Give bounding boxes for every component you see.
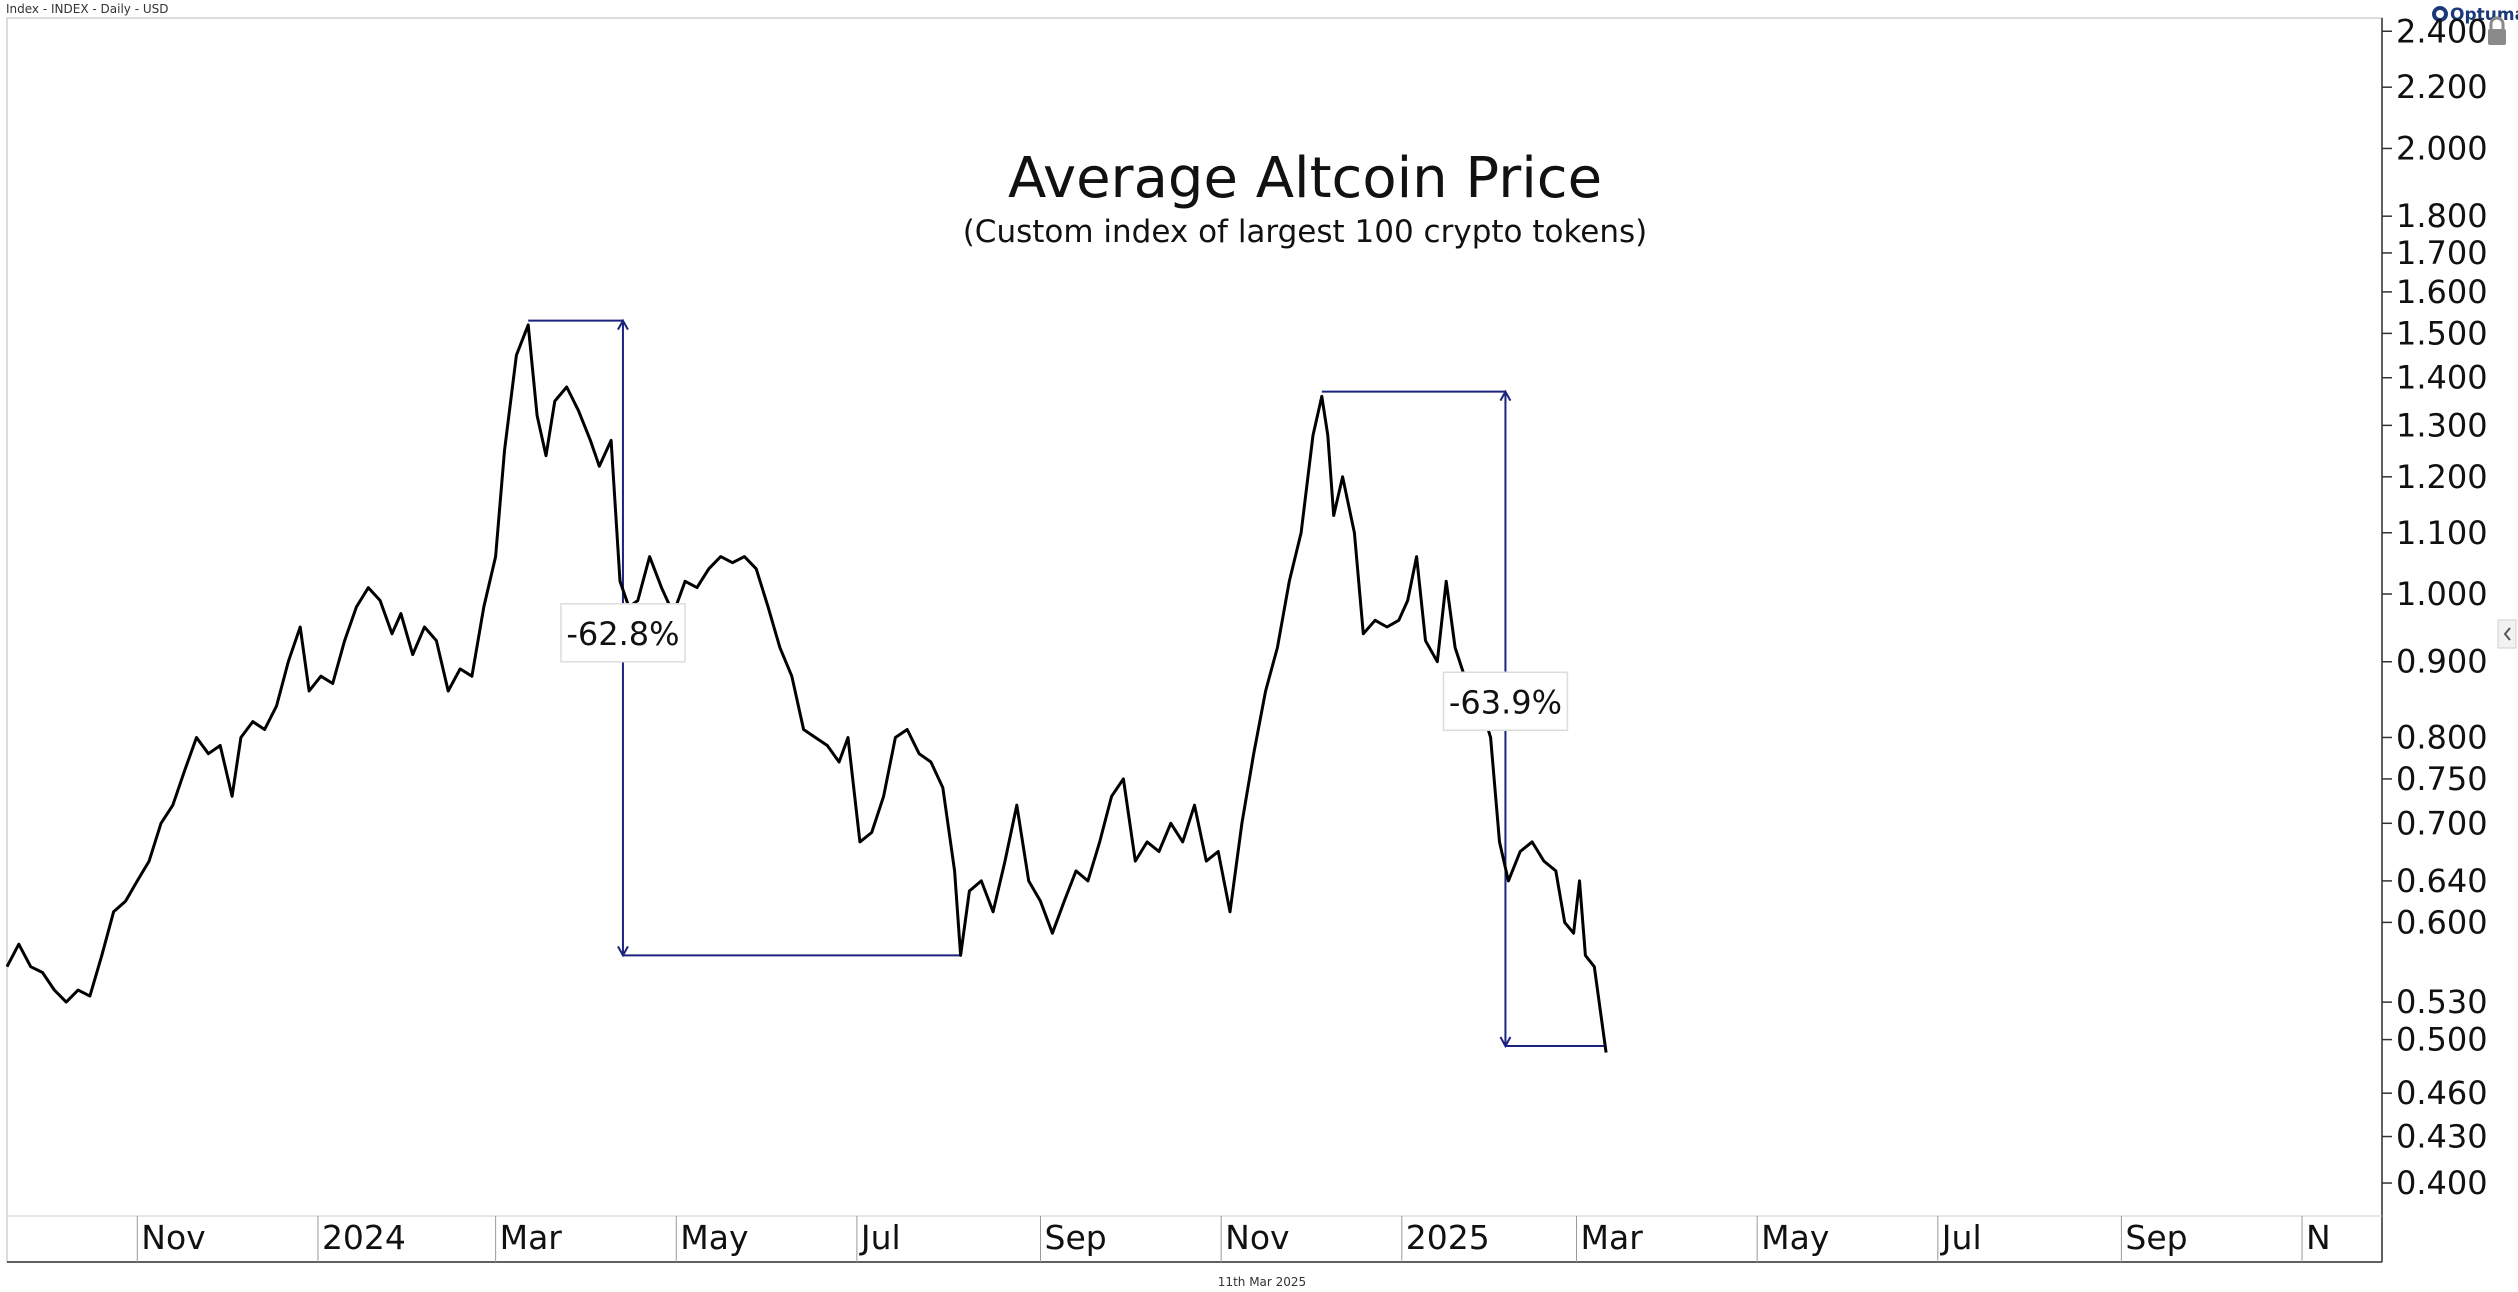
x-axis-ticks: Nov 2024 Mar May Jul Sep Nov 2025 Mar May Jul Sep N — [136, 1216, 2331, 1262]
y-tick-label: 2.400 — [2396, 12, 2488, 50]
drawdown-labels: -62.8% -63.9% — [560, 603, 1569, 732]
x-tick-label: Sep — [2125, 1218, 2187, 1257]
arrow-down-icon — [617, 945, 629, 958]
y-tick-label: 0.530 — [2396, 983, 2488, 1021]
header-info: Index - INDEX - Daily - USD — [6, 2, 168, 16]
x-tick-label: Jul — [859, 1218, 901, 1257]
y-tick-label: 1.200 — [2396, 458, 2488, 496]
y-tick-label: 1.400 — [2396, 359, 2488, 397]
drawdown-label: -62.8% — [566, 615, 679, 653]
y-tick-label: 2.000 — [2396, 129, 2488, 167]
y-tick-label: 0.750 — [2396, 760, 2488, 798]
x-tick-label: Mar — [500, 1218, 563, 1257]
arrow-up-icon — [617, 318, 629, 331]
y-tick-label: 1.800 — [2396, 197, 2488, 235]
collapse-panel-box — [2497, 619, 2517, 649]
drawdown-label-box — [560, 603, 686, 663]
y-tick-label: 1.100 — [2396, 514, 2488, 552]
drawdown-label: -63.9% — [1449, 683, 1562, 721]
y-tick-label: 1.700 — [2396, 234, 2488, 272]
optuma-logo-icon-inner — [2436, 10, 2444, 18]
x-tick-label: May — [1761, 1218, 1829, 1257]
lock-icon[interactable] — [2488, 16, 2506, 45]
price-series-line — [5, 323, 1608, 1053]
y-tick-label: 0.400 — [2396, 1164, 2488, 1202]
y-tick-label: 1.000 — [2396, 575, 2488, 613]
y-tick-label: 0.700 — [2396, 804, 2488, 842]
x-tick-label: Sep — [1045, 1218, 1107, 1257]
drawdown-label-box — [1442, 671, 1569, 732]
lock-icon-shackle — [2489, 16, 2505, 29]
y-tick-label: 0.900 — [2396, 643, 2488, 681]
lock-icon-body — [2488, 29, 2506, 45]
x-tick-label: 2024 — [322, 1218, 406, 1257]
x-tick-label: Jul — [1940, 1218, 1982, 1257]
collapse-panel-icon[interactable] — [2497, 619, 2517, 649]
y-tick-label: 0.500 — [2396, 1021, 2488, 1059]
x-tick-label: 2025 — [1406, 1218, 1490, 1257]
x-tick-label: May — [680, 1218, 748, 1257]
x-tick-label: Mar — [1581, 1218, 1644, 1257]
y-tick-label: 1.300 — [2396, 406, 2488, 444]
y-tick-label: 0.600 — [2396, 903, 2488, 941]
y-tick-label: 1.500 — [2396, 314, 2488, 352]
y-tick-label: 0.800 — [2396, 718, 2488, 756]
arrow-up-icon — [1499, 389, 1512, 402]
y-tick-label: 0.640 — [2396, 862, 2488, 900]
y-tick-label: 0.460 — [2396, 1074, 2488, 1112]
chart-subtitle: (Custom index of largest 100 crypto toke… — [963, 214, 1648, 250]
arrow-down-icon — [1499, 1036, 1512, 1049]
x-tick-label: Nov — [141, 1218, 205, 1257]
chevron-left-icon — [2503, 627, 2511, 641]
y-tick-label: 2.200 — [2396, 68, 2488, 106]
chart-title: Average Altcoin Price — [1008, 146, 1602, 211]
y-tick-label: 1.600 — [2396, 273, 2488, 311]
x-tick-label: Nov — [1225, 1218, 1289, 1257]
y-tick-label: 0.430 — [2396, 1118, 2488, 1156]
x-tick-label: N — [2306, 1218, 2331, 1257]
footer-date: 11th Mar 2025 — [1218, 1275, 1306, 1289]
